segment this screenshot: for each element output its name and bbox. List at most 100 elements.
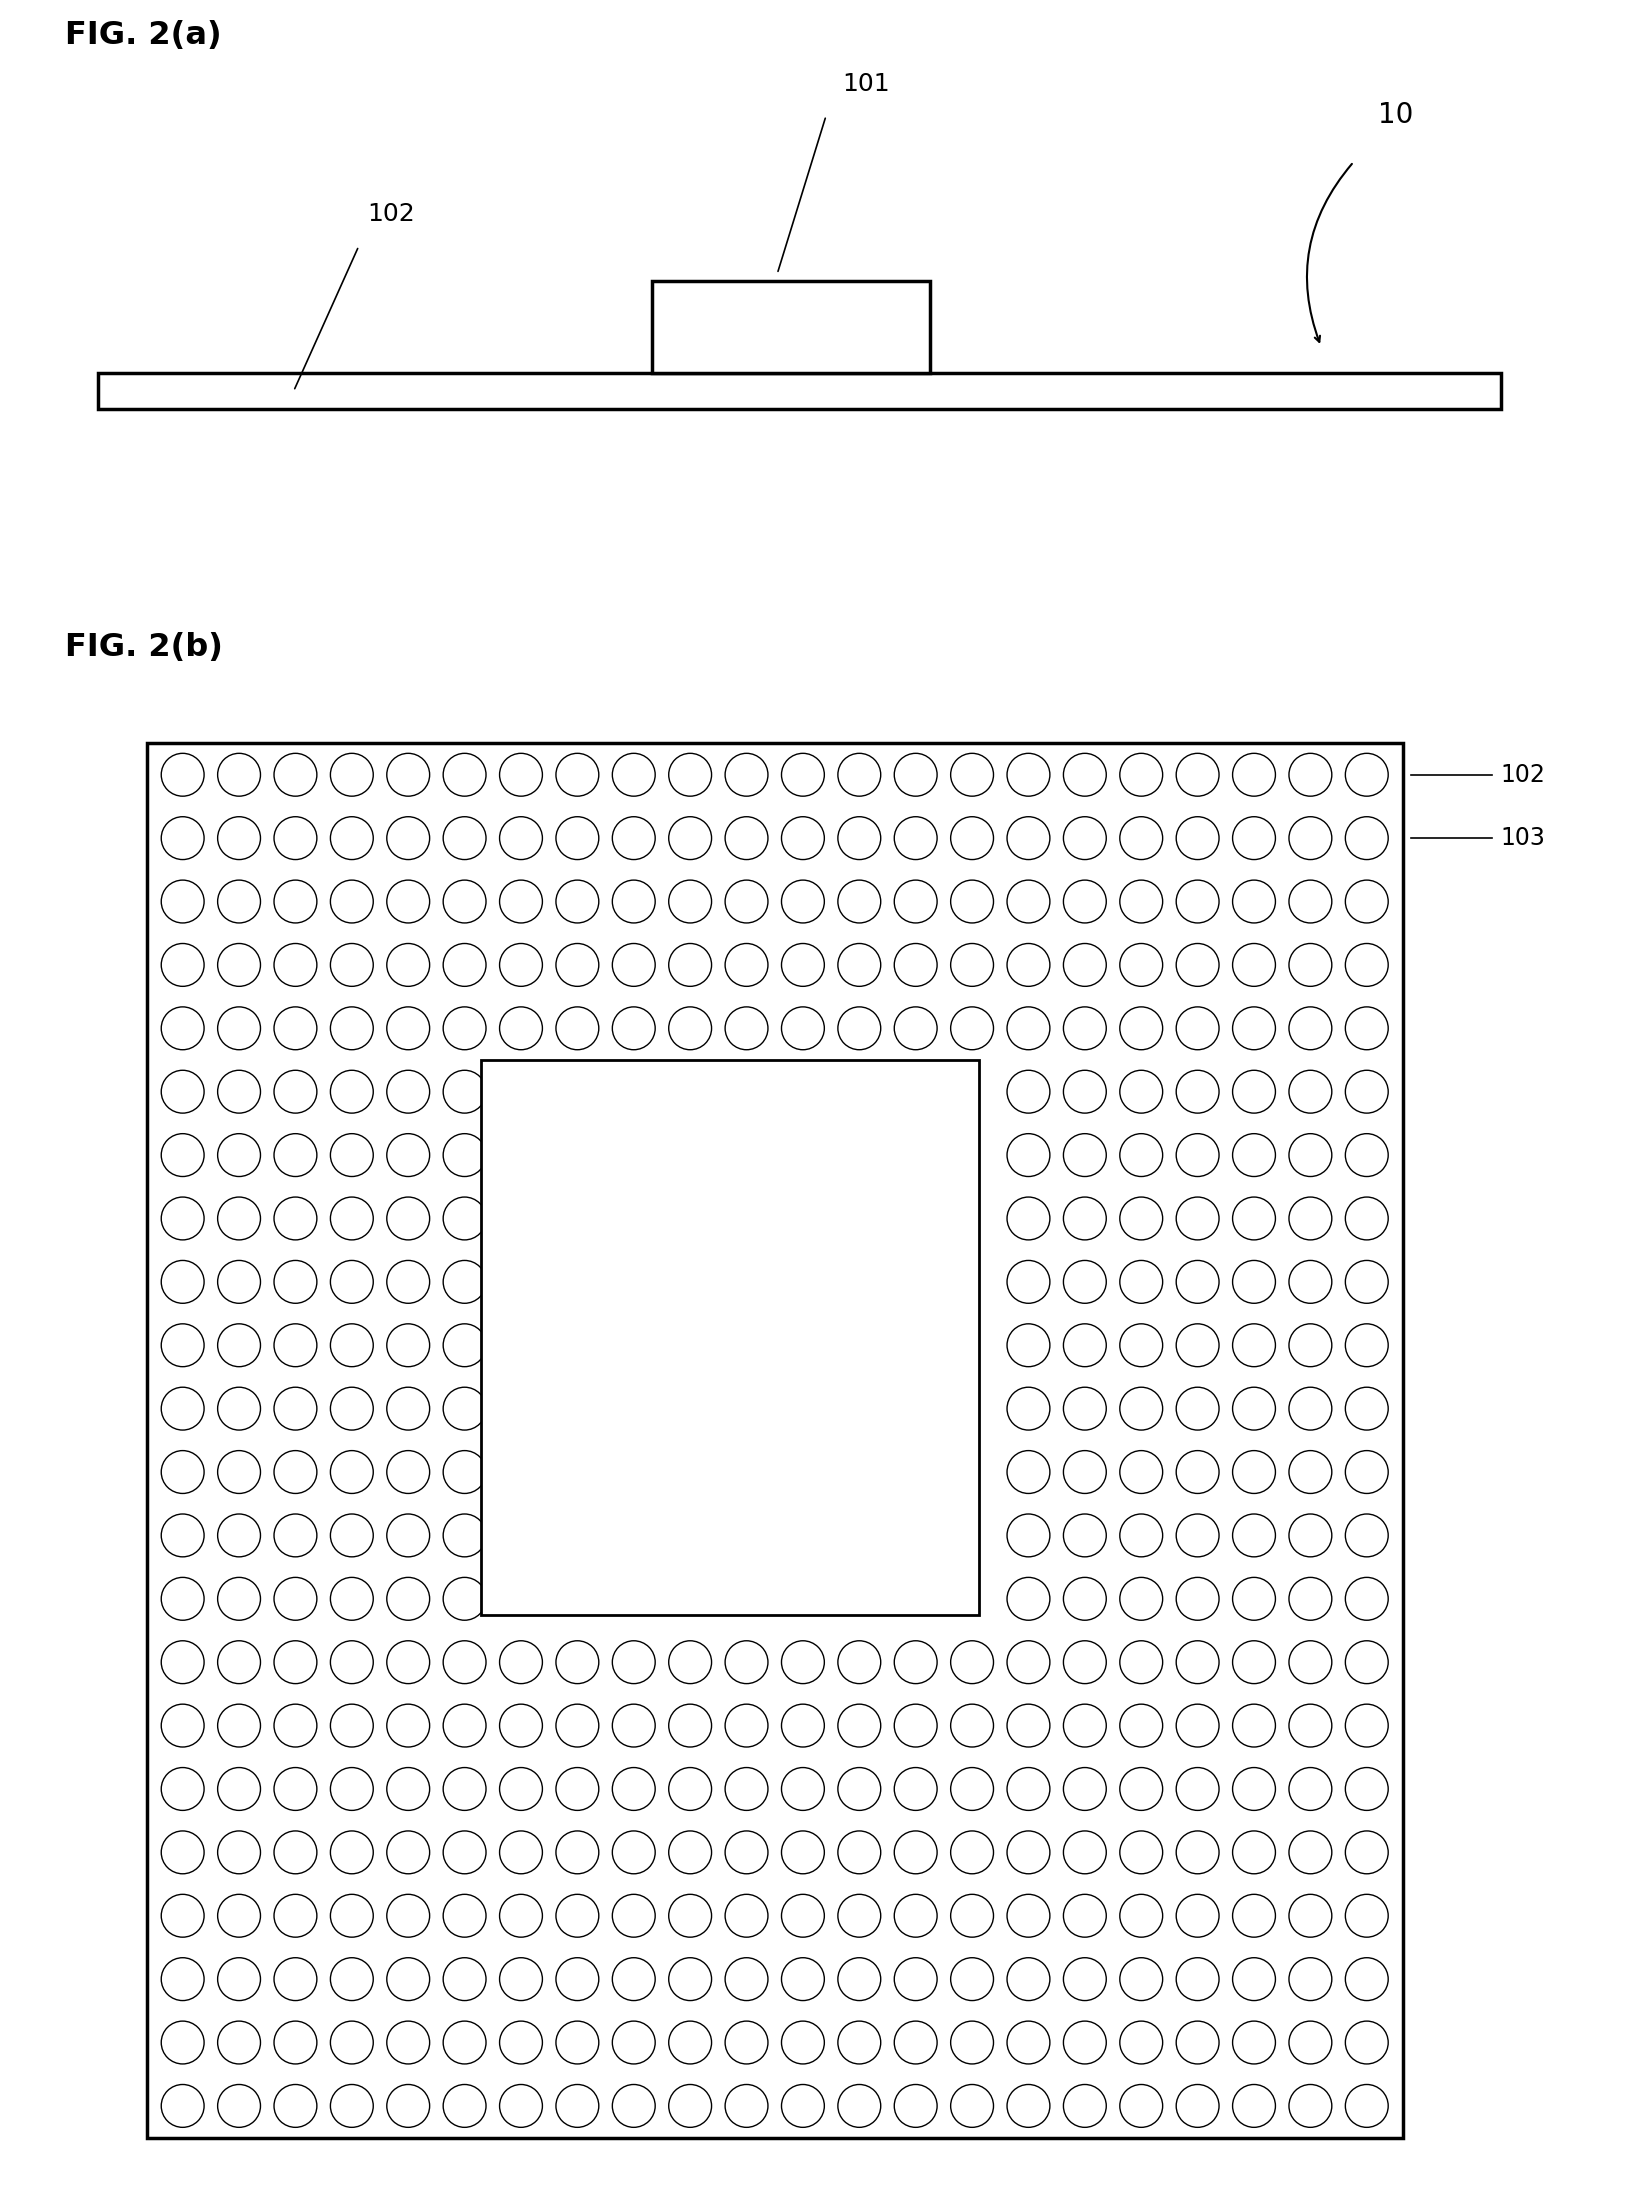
Ellipse shape — [386, 1578, 429, 1620]
Ellipse shape — [1232, 1261, 1275, 1303]
Ellipse shape — [217, 1640, 261, 1684]
Ellipse shape — [893, 817, 937, 861]
Ellipse shape — [893, 1895, 937, 1937]
Ellipse shape — [331, 880, 373, 922]
Ellipse shape — [161, 1831, 204, 1873]
Ellipse shape — [611, 1704, 655, 1748]
Ellipse shape — [838, 1640, 880, 1684]
Ellipse shape — [668, 753, 711, 797]
Ellipse shape — [1345, 1387, 1387, 1431]
Ellipse shape — [1345, 1895, 1387, 1937]
Ellipse shape — [950, 753, 993, 797]
Ellipse shape — [443, 1640, 486, 1684]
Ellipse shape — [1288, 817, 1332, 861]
Ellipse shape — [556, 944, 598, 986]
Ellipse shape — [1232, 1006, 1275, 1050]
Ellipse shape — [1006, 1514, 1050, 1556]
Ellipse shape — [725, 1957, 768, 2001]
Ellipse shape — [1120, 1831, 1162, 1873]
Ellipse shape — [1120, 1070, 1162, 1114]
Ellipse shape — [556, 1640, 598, 1684]
Ellipse shape — [1120, 1197, 1162, 1239]
Ellipse shape — [1063, 1134, 1105, 1178]
Ellipse shape — [1175, 1895, 1218, 1937]
Ellipse shape — [611, 817, 655, 861]
Ellipse shape — [838, 817, 880, 861]
Ellipse shape — [1232, 1895, 1275, 1937]
Ellipse shape — [161, 1514, 204, 1556]
Ellipse shape — [950, 1895, 993, 1937]
Ellipse shape — [838, 944, 880, 986]
Ellipse shape — [161, 1704, 204, 1748]
Ellipse shape — [443, 1450, 486, 1494]
Ellipse shape — [1232, 1578, 1275, 1620]
Ellipse shape — [217, 1261, 261, 1303]
Ellipse shape — [893, 944, 937, 986]
Ellipse shape — [1006, 817, 1050, 861]
Ellipse shape — [1063, 1957, 1105, 2001]
Ellipse shape — [443, 944, 486, 986]
Ellipse shape — [161, 2021, 204, 2065]
Ellipse shape — [893, 1704, 937, 1748]
Ellipse shape — [611, 1006, 655, 1050]
Ellipse shape — [1175, 1387, 1218, 1431]
Ellipse shape — [1345, 880, 1387, 922]
Ellipse shape — [781, 880, 823, 922]
Ellipse shape — [781, 2084, 823, 2128]
Ellipse shape — [1175, 1450, 1218, 1494]
Ellipse shape — [838, 2021, 880, 2065]
Ellipse shape — [499, 1006, 543, 1050]
Ellipse shape — [274, 1767, 316, 1811]
Ellipse shape — [1345, 2084, 1387, 2128]
Ellipse shape — [1120, 2084, 1162, 2128]
Ellipse shape — [781, 817, 823, 861]
Ellipse shape — [838, 2084, 880, 2128]
Ellipse shape — [1232, 1387, 1275, 1431]
Ellipse shape — [274, 817, 316, 861]
Ellipse shape — [611, 880, 655, 922]
Ellipse shape — [668, 1006, 711, 1050]
Ellipse shape — [1232, 817, 1275, 861]
Ellipse shape — [443, 1957, 486, 2001]
Ellipse shape — [1345, 1261, 1387, 1303]
Ellipse shape — [443, 1578, 486, 1620]
Ellipse shape — [1063, 1767, 1105, 1811]
Ellipse shape — [331, 1514, 373, 1556]
Ellipse shape — [1063, 1070, 1105, 1114]
Ellipse shape — [443, 1134, 486, 1178]
Ellipse shape — [499, 753, 543, 797]
Ellipse shape — [331, 1450, 373, 1494]
Ellipse shape — [386, 1767, 429, 1811]
Ellipse shape — [838, 1006, 880, 1050]
Ellipse shape — [1232, 1134, 1275, 1178]
Ellipse shape — [217, 1323, 261, 1367]
Ellipse shape — [386, 753, 429, 797]
Ellipse shape — [1232, 1704, 1275, 1748]
Ellipse shape — [161, 1134, 204, 1178]
Ellipse shape — [1120, 1514, 1162, 1556]
Ellipse shape — [950, 1006, 993, 1050]
Ellipse shape — [1006, 1640, 1050, 1684]
Ellipse shape — [725, 880, 768, 922]
Ellipse shape — [781, 1704, 823, 1748]
Ellipse shape — [668, 1895, 711, 1937]
Ellipse shape — [838, 880, 880, 922]
Ellipse shape — [274, 1197, 316, 1239]
Ellipse shape — [331, 1387, 373, 1431]
Ellipse shape — [386, 1704, 429, 1748]
Text: 10: 10 — [1377, 101, 1413, 128]
Ellipse shape — [1120, 753, 1162, 797]
Ellipse shape — [1175, 1514, 1218, 1556]
Ellipse shape — [1232, 1831, 1275, 1873]
Ellipse shape — [556, 2084, 598, 2128]
Ellipse shape — [1063, 753, 1105, 797]
Ellipse shape — [781, 1957, 823, 2001]
Ellipse shape — [781, 1895, 823, 1937]
Ellipse shape — [274, 880, 316, 922]
Ellipse shape — [217, 1578, 261, 1620]
Ellipse shape — [274, 1514, 316, 1556]
Ellipse shape — [499, 1704, 543, 1748]
Ellipse shape — [1345, 1006, 1387, 1050]
Ellipse shape — [1345, 1578, 1387, 1620]
Ellipse shape — [274, 1261, 316, 1303]
